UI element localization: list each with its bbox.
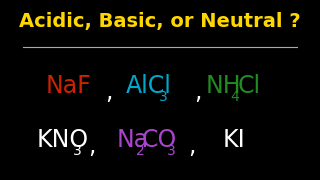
Text: NaF: NaF — [45, 74, 91, 98]
Text: Na: Na — [117, 128, 149, 152]
Text: KNO: KNO — [37, 128, 89, 152]
Text: Cl: Cl — [237, 74, 260, 98]
Text: 3: 3 — [159, 90, 167, 104]
Text: 2: 2 — [136, 144, 144, 158]
Text: ,: , — [194, 80, 202, 104]
Text: ,: , — [188, 134, 196, 158]
Text: 4: 4 — [230, 90, 239, 104]
Text: ,: , — [106, 80, 113, 104]
Text: AlCl: AlCl — [126, 74, 172, 98]
Text: CO: CO — [141, 128, 177, 152]
Text: NH: NH — [206, 74, 242, 98]
Text: 3: 3 — [167, 144, 176, 158]
Text: ,: , — [88, 134, 96, 158]
Text: Acidic, Basic, or Neutral ?: Acidic, Basic, or Neutral ? — [19, 12, 301, 31]
Text: 3: 3 — [73, 144, 81, 158]
Text: KI: KI — [223, 128, 246, 152]
